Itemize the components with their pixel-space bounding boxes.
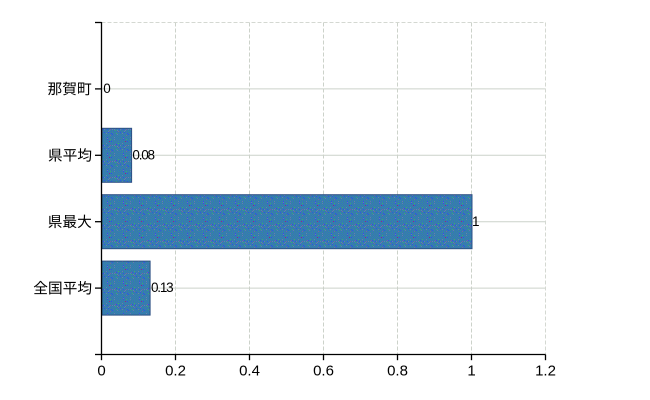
svg-text:0.2: 0.2: [165, 362, 186, 379]
svg-text:1: 1: [467, 362, 475, 379]
svg-text:0.8: 0.8: [387, 362, 408, 379]
svg-text:0: 0: [103, 81, 110, 96]
svg-text:1: 1: [472, 214, 479, 229]
svg-text:0.08: 0.08: [132, 147, 154, 162]
svg-text:0.6: 0.6: [313, 362, 334, 379]
svg-text:0.4: 0.4: [239, 362, 260, 379]
svg-text:0.13: 0.13: [151, 280, 173, 295]
svg-text:1.2: 1.2: [535, 362, 556, 379]
svg-text:0: 0: [97, 362, 105, 379]
